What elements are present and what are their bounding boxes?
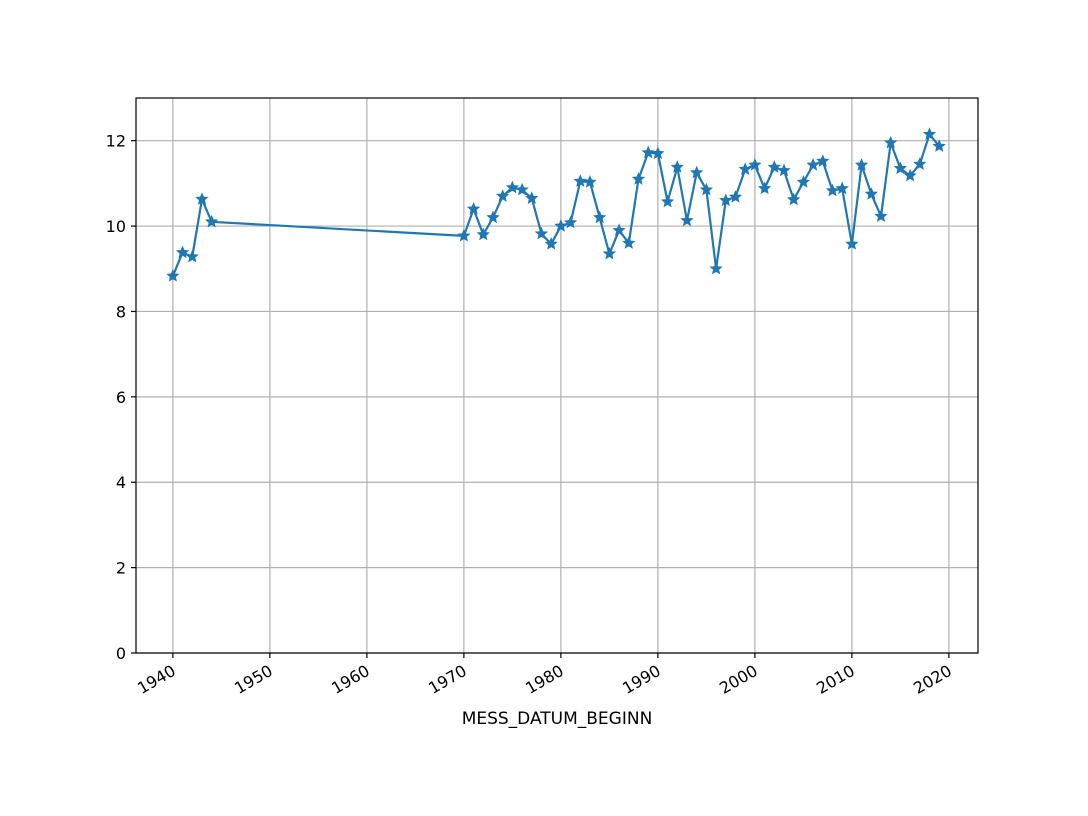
y-tick-label: 6: [116, 388, 126, 407]
x-axis-label: MESS_DATUM_BEGINN: [462, 709, 653, 729]
data-point-star: [593, 210, 607, 224]
x-axis-ticks: 1940 1950 1960 1970 1980 1990 2000 2010 2020: [134, 653, 955, 698]
data-point-star: [884, 135, 898, 149]
data-point-star: [612, 223, 626, 236]
y-tick-label: 2: [116, 559, 126, 578]
data-point-star: [874, 209, 888, 222]
y-tick-label: 10: [106, 217, 126, 236]
data-point-star: [583, 175, 597, 188]
data-point-star: [496, 189, 510, 202]
data-point-star: [166, 269, 180, 282]
data-point-star: [476, 227, 490, 241]
data-point-star: [845, 237, 859, 250]
series-line: [171, 133, 941, 278]
data-point-star: [544, 237, 558, 250]
data-point-star: [185, 249, 199, 263]
y-tick-label: 0: [116, 644, 126, 663]
y-axis-ticks: 0 2 4 6 8 10 12: [106, 132, 136, 663]
data-point-star: [709, 261, 723, 275]
data-point-star: [670, 160, 684, 173]
y-tick-label: 12: [106, 132, 126, 151]
data-point-star: [505, 180, 520, 194]
data-point-star: [787, 192, 801, 206]
x-tick-label: 1940: [134, 661, 179, 698]
data-point-star: [825, 183, 840, 197]
x-tick-label: 1960: [328, 661, 373, 698]
data-point-star: [602, 246, 617, 260]
data-point-star: [631, 172, 646, 185]
data-point-star: [651, 146, 665, 160]
data-point-star: [622, 236, 636, 249]
data-point-star: [466, 202, 481, 215]
data-point-star: [728, 190, 743, 203]
data-point-star: [806, 158, 820, 171]
data-point-star: [205, 214, 219, 228]
data-point-star: [748, 158, 762, 171]
series-layer: [166, 127, 946, 282]
x-tick-label: 1950: [231, 661, 276, 698]
x-tick-label: 1990: [619, 661, 664, 698]
grid-lines: [136, 98, 978, 654]
x-tick-label: 1980: [522, 661, 567, 698]
data-point-star: [816, 154, 830, 167]
data-point-star: [854, 158, 869, 171]
data-point-star: [932, 139, 946, 152]
data-point-star: [913, 157, 927, 170]
x-tick-label: 1970: [425, 661, 470, 698]
data-point-star: [903, 168, 917, 182]
y-tick-label: 8: [116, 302, 126, 321]
data-point-star: [738, 162, 752, 175]
data-point-star: [486, 210, 500, 224]
data-point-star: [922, 127, 937, 140]
y-tick-label: 4: [116, 473, 126, 492]
data-point-star: [525, 191, 539, 204]
data-point-star: [195, 192, 209, 205]
data-point-star: [573, 174, 587, 187]
data-point-star: [690, 165, 704, 179]
data-point-star: [893, 161, 908, 175]
plot-frame: [135, 97, 979, 654]
data-point-star: [767, 160, 781, 173]
data-point-star: [175, 245, 190, 259]
data-point-star: [554, 219, 568, 232]
data-point-star: [864, 187, 878, 200]
data-point-star: [757, 181, 772, 195]
data-point-star: [777, 163, 791, 177]
x-tick-label: 2000: [716, 661, 761, 698]
x-tick-label: 2020: [910, 661, 955, 698]
data-point-star: [457, 228, 471, 242]
data-point-star: [719, 193, 733, 207]
data-point-star: [660, 194, 675, 208]
data-point-star: [563, 215, 578, 229]
data-point-star: [796, 175, 811, 188]
data-point-star: [699, 182, 714, 196]
data-point-star: [515, 182, 529, 196]
data-point-star: [835, 181, 849, 195]
x-tick-label: 2010: [813, 661, 858, 698]
data-point-star: [680, 213, 694, 227]
data-point-star: [534, 226, 549, 240]
data-point-star: [641, 145, 655, 159]
